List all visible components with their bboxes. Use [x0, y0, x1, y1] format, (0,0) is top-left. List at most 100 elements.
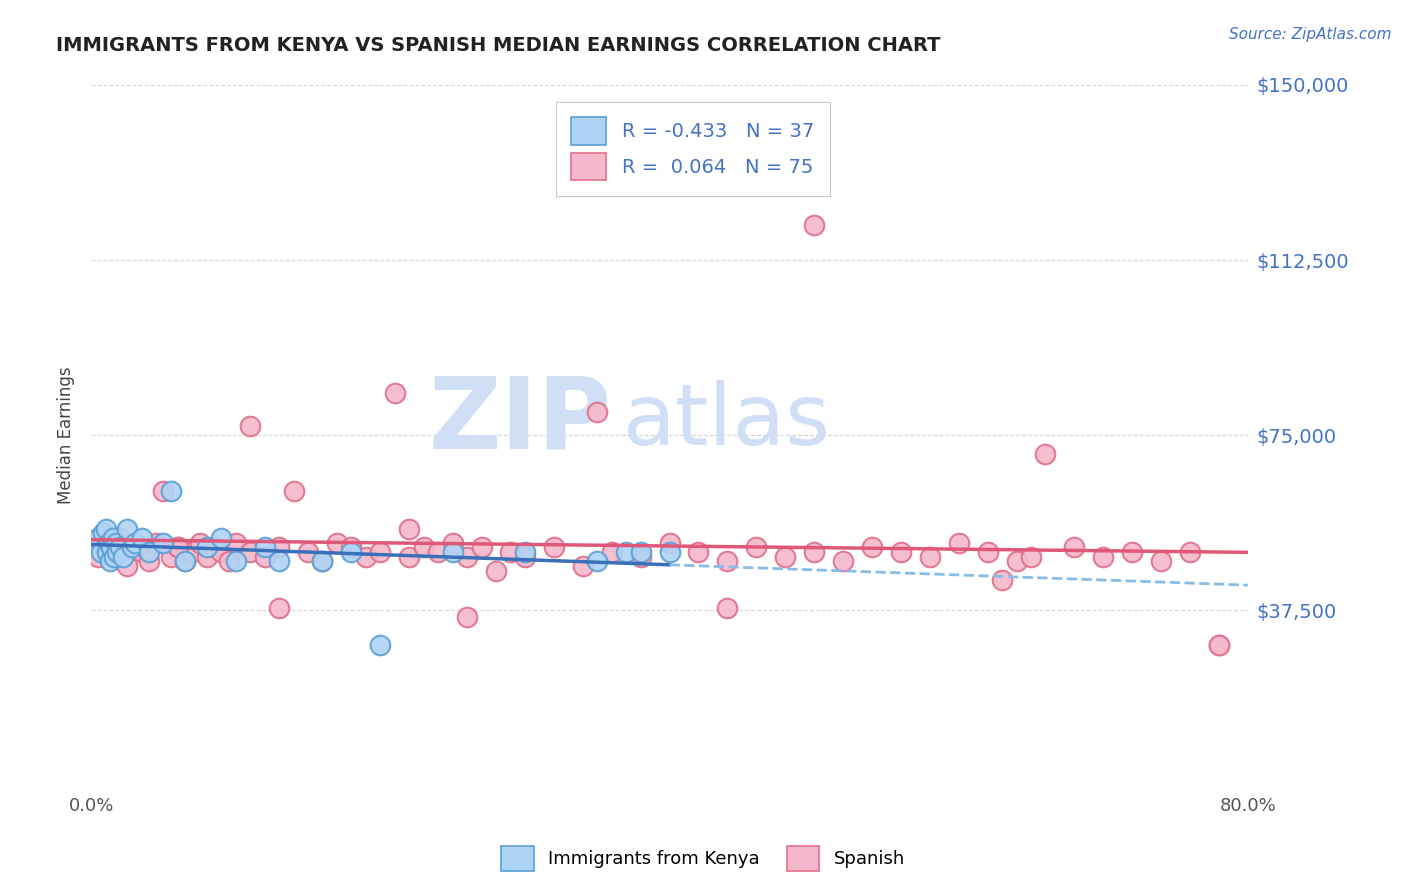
- Point: [803, 218, 825, 232]
- Point: [209, 545, 232, 559]
- Point: [1005, 554, 1028, 568]
- Point: [239, 418, 262, 433]
- Legend: R = -0.433   N = 37, R =  0.064   N = 75: R = -0.433 N = 37, R = 0.064 N = 75: [555, 102, 830, 195]
- Point: [159, 549, 181, 564]
- Text: ZIP: ZIP: [429, 373, 612, 470]
- Point: [104, 535, 127, 549]
- Point: [87, 531, 110, 545]
- Point: [269, 554, 291, 568]
- Point: [1208, 638, 1230, 652]
- Point: [1092, 549, 1115, 564]
- Point: [138, 554, 160, 568]
- Point: [543, 541, 565, 555]
- Point: [441, 545, 464, 559]
- Point: [117, 558, 139, 573]
- Point: [311, 554, 333, 568]
- Point: [340, 541, 363, 555]
- Point: [427, 545, 450, 559]
- Point: [174, 554, 197, 568]
- Point: [354, 549, 377, 564]
- Point: [630, 549, 652, 564]
- Point: [94, 522, 117, 536]
- Point: [485, 564, 508, 578]
- Point: [105, 545, 128, 559]
- Point: [195, 549, 218, 564]
- Point: [658, 545, 681, 559]
- Point: [152, 535, 174, 549]
- Point: [470, 541, 492, 555]
- Point: [1178, 545, 1201, 559]
- Point: [297, 545, 319, 559]
- Point: [202, 541, 225, 555]
- Point: [716, 554, 738, 568]
- Point: [1150, 554, 1173, 568]
- Point: [991, 573, 1014, 587]
- Point: [456, 549, 478, 564]
- Point: [90, 545, 112, 559]
- Point: [124, 535, 146, 549]
- Point: [326, 535, 349, 549]
- Point: [131, 545, 153, 559]
- Point: [918, 549, 941, 564]
- Point: [614, 545, 637, 559]
- Point: [108, 541, 131, 555]
- Point: [101, 531, 124, 545]
- Point: [117, 522, 139, 536]
- Point: [1019, 549, 1042, 564]
- Point: [269, 601, 291, 615]
- Point: [658, 535, 681, 549]
- Point: [124, 541, 146, 555]
- Point: [1035, 447, 1057, 461]
- Legend: Immigrants from Kenya, Spanish: Immigrants from Kenya, Spanish: [494, 838, 912, 879]
- Y-axis label: Median Earnings: Median Earnings: [58, 367, 75, 504]
- Point: [370, 638, 392, 652]
- Point: [121, 541, 143, 555]
- Point: [773, 549, 796, 564]
- Point: [1121, 545, 1143, 559]
- Point: [111, 549, 134, 564]
- Point: [948, 535, 970, 549]
- Point: [499, 545, 522, 559]
- Point: [145, 535, 167, 549]
- Point: [239, 545, 262, 559]
- Point: [84, 535, 107, 549]
- Point: [269, 541, 291, 555]
- Point: [101, 545, 124, 559]
- Text: Source: ZipAtlas.com: Source: ZipAtlas.com: [1229, 27, 1392, 42]
- Point: [311, 554, 333, 568]
- Point: [716, 601, 738, 615]
- Point: [253, 549, 276, 564]
- Point: [96, 545, 118, 559]
- Point: [152, 484, 174, 499]
- Point: [832, 554, 855, 568]
- Point: [398, 522, 420, 536]
- Point: [803, 545, 825, 559]
- Point: [586, 405, 609, 419]
- Point: [398, 549, 420, 564]
- Point: [225, 535, 247, 549]
- Point: [456, 610, 478, 624]
- Point: [890, 545, 912, 559]
- Point: [513, 549, 536, 564]
- Point: [87, 549, 110, 564]
- Point: [94, 535, 117, 549]
- Point: [188, 535, 211, 549]
- Point: [513, 545, 536, 559]
- Point: [688, 545, 710, 559]
- Point: [253, 541, 276, 555]
- Point: [586, 554, 609, 568]
- Point: [745, 541, 768, 555]
- Point: [630, 545, 652, 559]
- Point: [1063, 541, 1085, 555]
- Point: [860, 541, 883, 555]
- Point: [218, 554, 240, 568]
- Point: [976, 545, 998, 559]
- Point: [181, 545, 204, 559]
- Point: [103, 549, 125, 564]
- Point: [441, 535, 464, 549]
- Point: [1208, 638, 1230, 652]
- Point: [98, 554, 121, 568]
- Point: [174, 554, 197, 568]
- Point: [209, 531, 232, 545]
- Point: [600, 545, 623, 559]
